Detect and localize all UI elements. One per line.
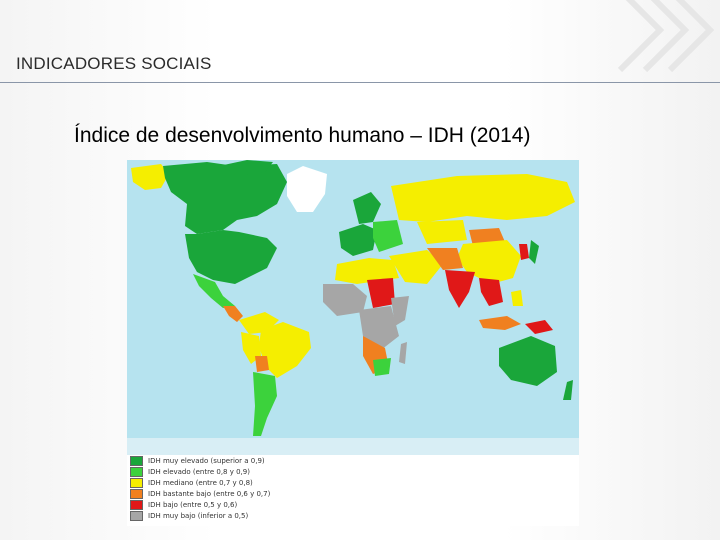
legend-swatch: [130, 478, 143, 488]
region-bolivia: [255, 356, 269, 372]
legend-swatch: [130, 511, 143, 521]
region-philippines: [511, 290, 523, 306]
region-central-america: [223, 306, 243, 322]
legend-item: IDH elevado (entre 0,8 y 0,9): [130, 467, 330, 477]
legend-item: IDH bajo (entre 0,5 y 0,6): [130, 500, 330, 510]
legend-label: IDH muy bajo (inferior a 0,5): [148, 512, 249, 520]
region-canada: [163, 162, 287, 234]
region-argentina-chile: [253, 372, 277, 436]
region-russia: [391, 174, 575, 222]
section-title: INDICADORES SOCIAIS: [16, 54, 212, 73]
legend-item: IDH bastante bajo (entre 0,6 y 0,7): [130, 489, 330, 499]
legend-swatch: [130, 489, 143, 499]
region-west-africa: [323, 284, 367, 316]
region-scandinavia: [353, 192, 381, 224]
legend-label: IDH elevado (entre 0,8 y 0,9): [148, 468, 250, 476]
region-mexico: [193, 274, 235, 308]
region-new-zealand: [563, 380, 573, 400]
region-iran-central-asia: [427, 248, 463, 270]
region-sudan: [367, 278, 395, 308]
region-korea: [519, 244, 529, 260]
region-western-europe: [339, 224, 377, 256]
region-kazakhstan: [417, 220, 467, 244]
region-brazil: [259, 322, 311, 378]
region-usa: [185, 230, 277, 284]
region-central-africa: [359, 306, 399, 350]
region-eastern-europe: [373, 220, 403, 252]
region-india: [445, 270, 475, 308]
region-australia: [499, 336, 557, 386]
region-north-africa: [335, 258, 399, 284]
region-south-africa: [373, 358, 391, 376]
region-southeast-asia: [479, 278, 503, 306]
region-indonesia: [479, 316, 521, 330]
legend-item: IDH muy elevado (superior a 0,9): [130, 456, 330, 466]
legend-swatch: [130, 500, 143, 510]
legend-label: IDH bastante bajo (entre 0,6 y 0,7): [148, 490, 271, 498]
region-arctic-islands: [219, 160, 273, 176]
region-middle-east: [389, 250, 443, 284]
legend-swatch: [130, 456, 143, 466]
antarctica: [127, 438, 579, 455]
legend-swatch: [130, 467, 143, 477]
map-image: [127, 160, 579, 455]
region-east-africa: [391, 296, 409, 326]
region-japan: [529, 240, 539, 264]
world-hdi-map: IDH muy elevado (superior a 0,9) IDH ele…: [127, 160, 579, 526]
region-greenland: [287, 166, 327, 212]
slide-title: Índice de desenvolvimento humano – IDH (…: [74, 124, 531, 147]
legend-label: IDH bajo (entre 0,5 y 0,6): [148, 501, 238, 509]
legend-label: IDH muy elevado (superior a 0,9): [148, 457, 265, 465]
legend-item: IDH muy bajo (inferior a 0,5): [130, 511, 330, 521]
map-legend: IDH muy elevado (superior a 0,9) IDH ele…: [130, 456, 330, 522]
legend-item: IDH mediano (entre 0,7 y 0,8): [130, 478, 330, 488]
region-madagascar: [399, 342, 407, 364]
region-papua: [525, 320, 553, 334]
decorative-chevrons: [617, 0, 715, 73]
header-divider: [0, 82, 720, 83]
legend-label: IDH mediano (entre 0,7 y 0,8): [148, 479, 253, 487]
region-alaska: [131, 164, 169, 190]
